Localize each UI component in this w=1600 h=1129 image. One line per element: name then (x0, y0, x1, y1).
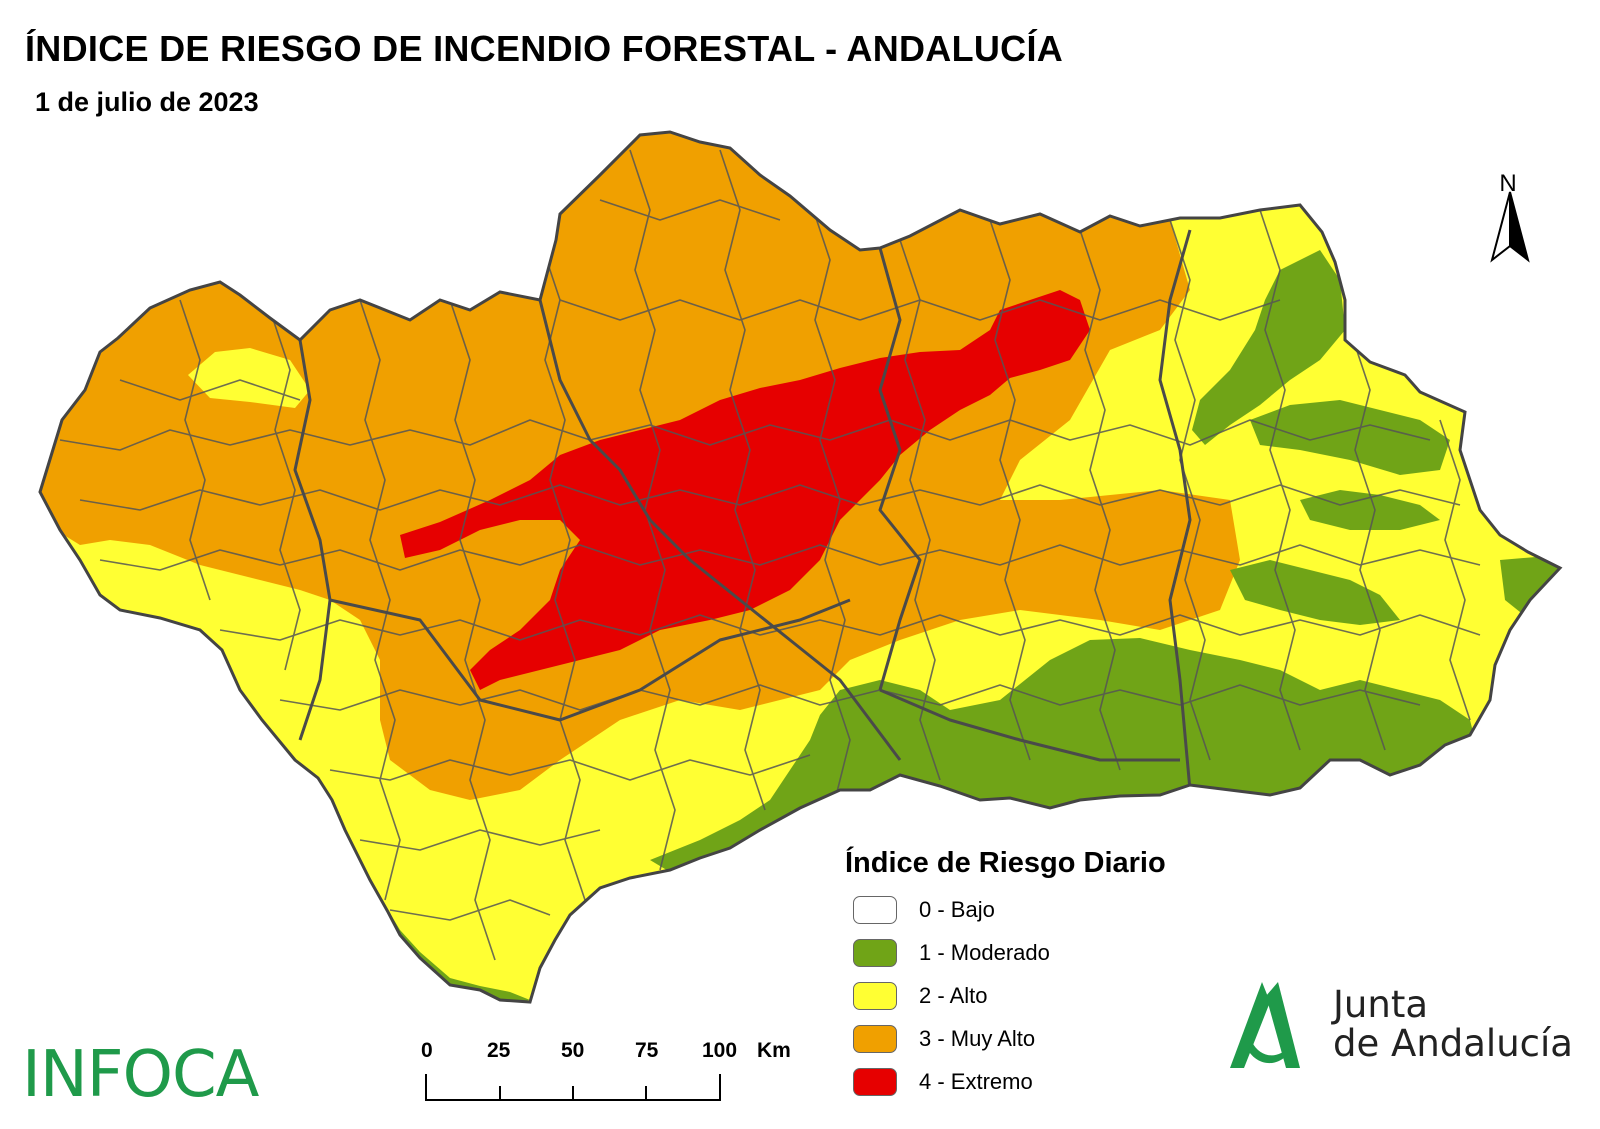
legend-label-moderado: 1 - Moderado (919, 940, 1050, 965)
legend-item-alto: 2 - Alto (853, 981, 987, 1011)
legend-swatch-bajo (853, 896, 897, 924)
scale-tick-25: 25 (487, 1039, 511, 1062)
map-date: 1 de julio de 2023 (35, 87, 259, 117)
legend-item-extremo: 4 - Extremo (853, 1067, 1033, 1097)
scale-tick-100: 100 (702, 1039, 738, 1062)
legend-label-alto: 2 - Alto (919, 983, 988, 1008)
north-label: N (1499, 170, 1517, 197)
scale-bar (425, 1074, 721, 1101)
infoca-logo: INFOCA (22, 1038, 259, 1112)
junta-andalucia-wordmark: Junta de Andalucía (1333, 985, 1573, 1063)
legend-swatch-moderado (853, 939, 897, 967)
north-arrow-icon (1490, 191, 1530, 263)
legend-title: Índice de Riesgo Diario (845, 847, 1166, 879)
legend-label-extremo: 4 - Extremo (919, 1069, 1033, 1094)
junta-line1: Junta (1333, 983, 1428, 1026)
map-title: ÍNDICE DE RIESGO DE INCENDIO FORESTAL - … (25, 28, 1064, 69)
scale-tick-0: 0 (421, 1039, 433, 1062)
legend-label-muy-alto: 3 - Muy Alto (919, 1026, 1036, 1051)
legend-item-muy-alto: 3 - Muy Alto (853, 1024, 1035, 1054)
junta-line2: de Andalucía (1333, 1022, 1573, 1065)
junta-andalucia-logo-icon (1230, 982, 1300, 1068)
legend-label-bajo: 0 - Bajo (919, 897, 995, 922)
legend-item-moderado: 1 - Moderado (853, 938, 1050, 968)
legend-swatch-muy-alto (853, 1025, 897, 1053)
legend-swatch-extremo (853, 1068, 897, 1096)
legend-swatch-alto (853, 982, 897, 1010)
scale-unit: Km (757, 1039, 791, 1062)
scale-tick-50: 50 (561, 1039, 585, 1062)
scale-tick-75: 75 (635, 1039, 659, 1062)
legend-item-bajo: 0 - Bajo (853, 895, 995, 925)
